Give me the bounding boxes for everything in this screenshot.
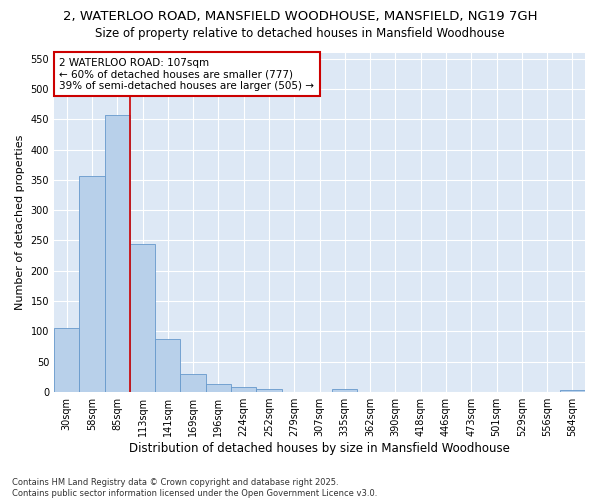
Text: Size of property relative to detached houses in Mansfield Woodhouse: Size of property relative to detached ho… — [95, 28, 505, 40]
Bar — [332, 389, 358, 392]
Bar — [181, 374, 206, 392]
Bar — [256, 389, 281, 392]
Text: 2 WATERLOO ROAD: 107sqm
← 60% of detached houses are smaller (777)
39% of semi-d: 2 WATERLOO ROAD: 107sqm ← 60% of detache… — [59, 58, 314, 91]
Text: Contains HM Land Registry data © Crown copyright and database right 2025.
Contai: Contains HM Land Registry data © Crown c… — [12, 478, 377, 498]
Bar — [206, 384, 231, 392]
Y-axis label: Number of detached properties: Number of detached properties — [15, 134, 25, 310]
Bar — [104, 115, 130, 392]
Bar — [560, 390, 585, 392]
Bar — [130, 244, 155, 392]
Bar — [231, 386, 256, 392]
X-axis label: Distribution of detached houses by size in Mansfield Woodhouse: Distribution of detached houses by size … — [129, 442, 510, 455]
Text: 2, WATERLOO ROAD, MANSFIELD WOODHOUSE, MANSFIELD, NG19 7GH: 2, WATERLOO ROAD, MANSFIELD WOODHOUSE, M… — [63, 10, 537, 23]
Bar — [155, 338, 181, 392]
Bar — [54, 328, 79, 392]
Bar — [79, 176, 104, 392]
